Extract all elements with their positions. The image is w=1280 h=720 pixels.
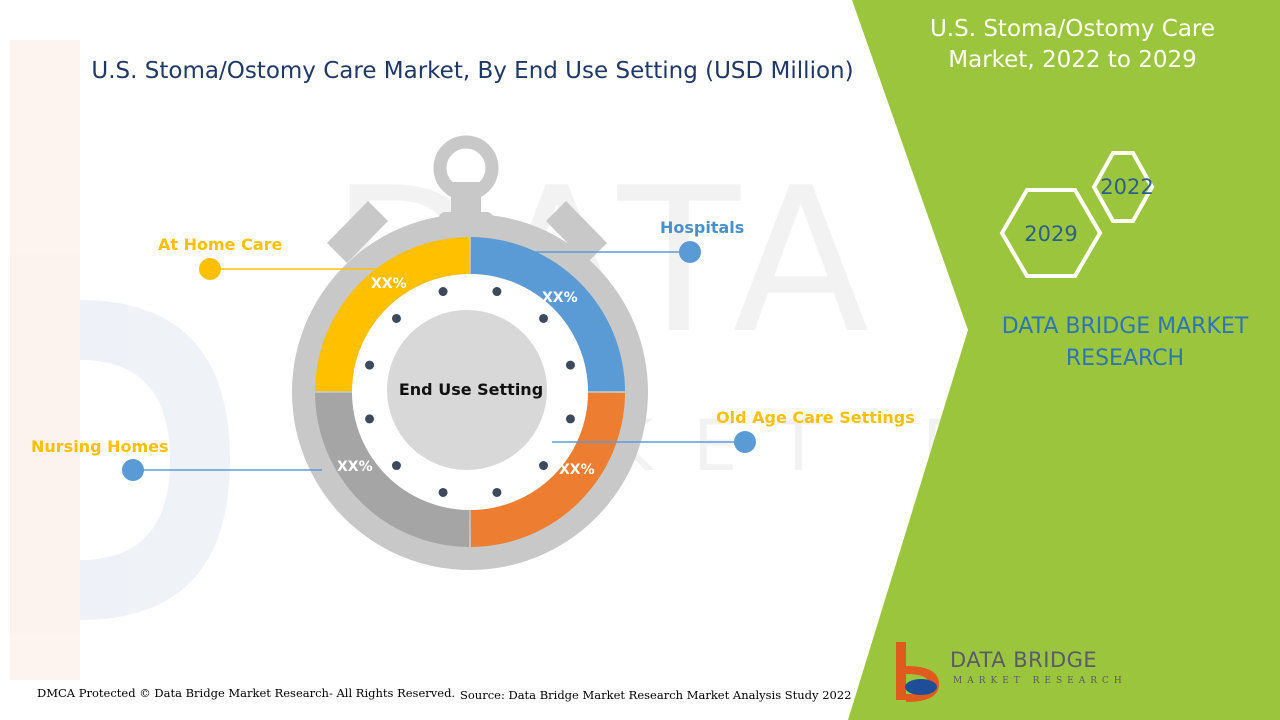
callouts [122,241,756,481]
legend-at-home-care: At Home Care [158,235,283,254]
side-panel-title-line2: Market, 2022 to 2029 [948,47,1197,73]
callout-at-home-care-marker [199,258,221,280]
tick-dot [539,313,549,323]
hexagon-2029 [999,188,1103,278]
tick-dot [492,487,502,497]
callout-hospitals-marker [679,241,701,263]
page-title: U.S. Stoma/Ostomy Care Market, By End Us… [91,58,854,84]
tick-dots [365,287,575,497]
pct-label-hospitals: XX% [542,290,578,306]
hexagon-2022 [1091,151,1155,223]
pct-label-at-home-care: XX% [371,276,407,292]
year-hexagons: 2022 2029 [999,151,1155,278]
pct-label-old-age-care: XX% [559,462,595,478]
tick-dot [492,287,502,297]
logo-name: DATA BRIDGE [950,648,1098,672]
year-2022: 2022 [1100,175,1153,199]
tick-dot [565,414,575,424]
slice-at-home-care [315,237,470,392]
slice-old-age-care [470,392,625,547]
slice-hospitals [470,237,625,392]
side-panel-title: U.S. Stoma/Ostomy Care Market, 2022 to 2… [905,14,1240,76]
legend-nursing-homes: Nursing Homes [31,437,169,456]
logo-tagline: MARKET RESEARCH [953,676,1127,686]
tick-dot [391,313,401,323]
tick-dot [438,287,448,297]
tick-dot [565,360,575,370]
slice-nursing-homes [315,392,470,547]
center-label: End Use Setting [398,380,544,399]
year-2029: 2029 [1024,222,1077,246]
center-circle [387,310,547,470]
tick-dot [438,487,448,497]
logo-mark-icon [896,642,939,702]
callout-nursing-homes-marker [122,459,144,481]
source-note: Source: Data Bridge Market Research Mark… [460,688,852,702]
tick-dot [539,461,549,471]
legend-hospitals: Hospitals [660,218,745,237]
side-panel-title-line1: U.S. Stoma/Ostomy Care [929,16,1216,42]
legend-old-age-care: Old Age Care Settings [716,408,915,427]
brand-line2: RESEARCH [1065,346,1185,371]
copyright-notice: DMCA Protected © Data Bridge Market Rese… [37,686,456,700]
tick-dot [391,461,401,471]
brand-line1: DATA BRIDGE MARKET [1001,314,1249,339]
pct-label-nursing-homes: XX% [337,459,373,475]
tick-dot [365,360,375,370]
tick-dot [365,414,375,424]
callout-old-age-care-marker [734,431,756,453]
brand-name: DATA BRIDGE MARKET RESEARCH [985,311,1265,375]
